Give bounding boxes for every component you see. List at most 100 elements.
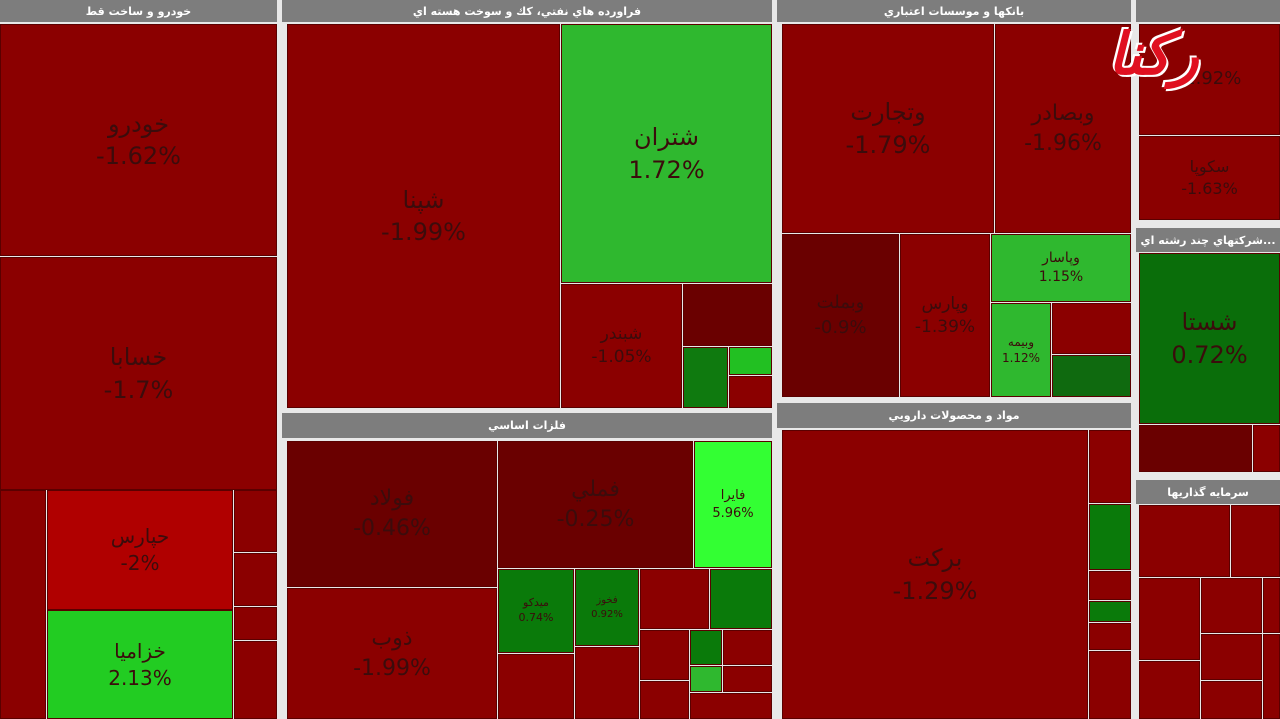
small-tile	[0, 490, 46, 719]
small-tile	[1263, 578, 1280, 633]
stock-name: شستا	[1181, 308, 1238, 337]
sector-header: سرمايه گذاريها	[1136, 480, 1280, 504]
stock-tile: خودرو -1.62%	[0, 24, 277, 256]
small-tile	[1089, 504, 1131, 570]
stock-tile: فايرا 5.96%	[694, 441, 772, 568]
stock-tile: وبصادر -1.96%	[995, 24, 1131, 233]
small-tile	[710, 569, 772, 629]
sector-header: مواد و محصولات دارويي	[777, 403, 1131, 428]
stock-name: خودرو	[107, 109, 170, 138]
stock-tile: شبندر -1.05%	[561, 284, 682, 408]
stock-name: فولاد	[369, 486, 415, 512]
stock-name: خسابا	[109, 343, 168, 372]
stock-name: فملي	[571, 476, 620, 502]
stock-name: وبیمه	[1007, 334, 1035, 349]
stock-tile: وتجارت -1.79%	[782, 24, 994, 233]
stock-tile: فخوز 0.92%	[575, 569, 639, 646]
stock-tile: سکوپا -1.63%	[1139, 136, 1280, 220]
small-tile	[683, 284, 772, 346]
stock-name: شبندر	[600, 324, 643, 345]
small-tile	[1052, 355, 1131, 397]
stock-change: 0.74%	[518, 611, 554, 624]
stock-change: -1.7%	[103, 375, 174, 404]
stock-name: فخوز	[596, 595, 618, 606]
stock-change: -1.79%	[845, 130, 931, 159]
stock-change: -1.99%	[353, 655, 431, 681]
small-tile	[1089, 430, 1131, 503]
stock-change: -1.99%	[381, 218, 466, 246]
stock-tile: میدکو 0.74%	[498, 569, 574, 653]
stock-change: -0.46%	[353, 516, 431, 541]
small-tile	[1089, 623, 1131, 650]
stock-change: -1.29%	[892, 576, 978, 605]
stock-change: -2%	[120, 551, 160, 575]
small-tile	[1089, 571, 1131, 600]
sector-header: فلزات اساسي	[282, 413, 772, 438]
sector-header: فراورده هاي نفتي، كك و سوخت هسته اي	[282, 0, 772, 22]
stock-tile: وبملت -0.9%	[782, 234, 899, 397]
small-tile	[234, 490, 277, 552]
small-tile	[1201, 634, 1262, 680]
stock-change: -0.9%	[814, 316, 867, 338]
stock-change: -1.63%	[1181, 179, 1238, 198]
stock-change: -1.39%	[914, 316, 976, 337]
stock-name: شپنا	[402, 185, 445, 214]
small-tile	[1231, 505, 1280, 577]
stock-tile: وبیمه 1.12%	[991, 303, 1051, 397]
stock-change: 2.13%	[108, 665, 172, 690]
small-tile	[1052, 303, 1131, 354]
stock-name: خزامیا	[114, 638, 166, 663]
stock-name: وپاسار	[1042, 250, 1080, 267]
stock-tile: ذوب -1.99%	[287, 588, 497, 719]
stock-tile: شستا 0.72%	[1139, 253, 1280, 424]
small-tile	[1263, 634, 1280, 719]
stock-name: وبصادر	[1031, 100, 1095, 126]
small-tile	[1201, 578, 1262, 633]
small-tile	[640, 630, 689, 680]
small-tile	[683, 347, 728, 408]
stock-name: وبملت	[816, 292, 865, 314]
small-tile	[234, 553, 277, 606]
stock-tile: حپارس -2%	[47, 490, 233, 610]
small-tile	[729, 347, 772, 375]
small-tile	[1139, 425, 1252, 472]
small-tile	[498, 654, 574, 719]
stock-name: حپارس	[110, 524, 170, 548]
stock-tile: خسابا -1.7%	[0, 257, 277, 490]
stock-change: 0.72%	[1171, 340, 1248, 369]
stock-change: 1.12%	[1001, 351, 1041, 365]
stock-change: -1.62%	[96, 142, 181, 170]
sector-header: بانكها و موسسات اعتباري	[777, 0, 1131, 22]
stock-tile: شتران 1.72%	[561, 24, 772, 283]
stock-name: ذوب	[371, 625, 413, 651]
small-tile	[234, 607, 277, 640]
small-tile	[1253, 425, 1280, 472]
small-tile	[690, 666, 722, 692]
small-tile	[1139, 578, 1200, 660]
small-tile	[1139, 661, 1200, 719]
stock-name: میدکو	[523, 596, 549, 610]
small-tile	[1089, 651, 1131, 719]
sector-header: ...شركتهاي چند رشته اي	[1136, 228, 1280, 252]
watermark: رکنا	[1108, 20, 1199, 88]
stock-name: فايرا	[720, 487, 746, 503]
stock-tile: شپنا -1.99%	[287, 24, 560, 408]
small-tile	[690, 630, 722, 665]
stock-change: -1.05%	[591, 347, 652, 367]
stock-change: 1.15%	[1038, 269, 1084, 285]
stock-tile: وپاسار 1.15%	[991, 234, 1131, 302]
stock-tile: وپارس -1.39%	[900, 234, 990, 397]
stock-tile: فملي -0.25%	[498, 441, 693, 568]
small-tile	[1089, 601, 1131, 622]
sector-header: خودرو و ساخت قط	[0, 0, 277, 22]
small-tile	[234, 641, 277, 719]
stock-name: سکوپا	[1189, 157, 1230, 177]
stock-name: بركت	[907, 544, 963, 573]
stock-tile: خزامیا 2.13%	[47, 610, 233, 719]
small-tile	[575, 647, 639, 719]
sector-header	[1136, 0, 1280, 22]
stock-name: وتجارت	[850, 98, 926, 127]
small-tile	[640, 569, 709, 629]
stock-change: -1.96%	[1024, 130, 1102, 156]
